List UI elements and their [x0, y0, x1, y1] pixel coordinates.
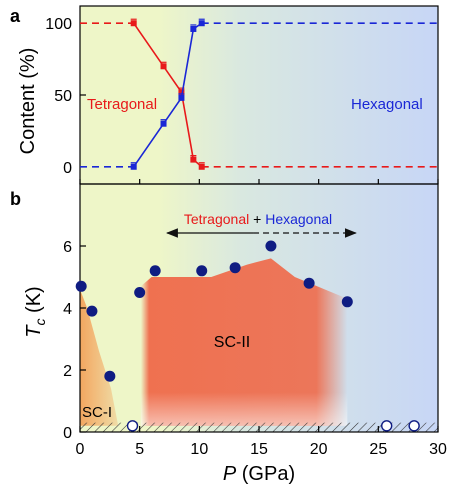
panel-b-points [75, 240, 420, 432]
data-point [190, 25, 197, 32]
tc-point-superconducting [149, 265, 161, 277]
data-point [198, 20, 205, 27]
tc-point-superconducting [86, 305, 98, 317]
xtick-label-b: 5 [135, 441, 144, 458]
region-sc2-label: SC-II [214, 334, 250, 351]
coexistence-plus: + [249, 211, 265, 227]
panel-a-series [80, 18, 438, 170]
pressure-unit: (GPa) [236, 463, 295, 485]
panel-a-ylabel: Content (%) [17, 48, 39, 155]
xtick-label-b: 20 [310, 441, 328, 458]
tc-point-superconducting [104, 370, 116, 382]
ytick-label-b: 2 [63, 363, 72, 380]
data-point [178, 89, 185, 96]
data-point [198, 163, 205, 170]
tc-symbol: T [23, 324, 45, 338]
sc1-region [80, 289, 119, 426]
xtick-label-b: 0 [76, 441, 85, 458]
panel-a-background [80, 6, 438, 184]
coexistence-tetragonal: Tetragonal [184, 211, 249, 227]
tc-unit: (K) [23, 286, 45, 318]
panel-b-xlabel: P (GPa) [223, 463, 295, 485]
tc-point-non-superconducting [126, 420, 139, 432]
tc-point-superconducting [303, 277, 315, 289]
tc-point-superconducting [134, 287, 146, 298]
coexistence-hexagonal: Hexagonal [265, 211, 332, 227]
data-point [130, 163, 137, 170]
tc-subscript: c [32, 319, 48, 326]
ytick-label-a: 50 [54, 88, 72, 105]
data-point [160, 120, 167, 127]
tc-point-superconducting [75, 280, 87, 292]
tc-point-non-superconducting [380, 420, 393, 432]
tc-point-superconducting [341, 296, 353, 308]
ytick-label-b: 6 [63, 239, 72, 256]
panel-b-axis-ticks: 0 5 10 15 20 25 30 0 2 4 6 [63, 239, 447, 458]
ytick-label-b: 0 [63, 425, 72, 442]
data-point [190, 156, 197, 163]
xtick-label-b: 15 [250, 441, 268, 458]
data-point [178, 94, 185, 101]
sc2-region-fade [140, 258, 348, 426]
pressure-symbol: P [223, 463, 237, 485]
panel-b-ylabel: Tc (K) [23, 286, 48, 337]
data-point [160, 63, 167, 70]
xtick-label-b: 25 [369, 441, 387, 458]
label-tetragonal: Tetragonal [87, 96, 157, 113]
tc-point-non-superconducting [408, 420, 420, 432]
tc-point-superconducting [229, 262, 241, 274]
tc-point-superconducting [196, 265, 208, 277]
label-hexagonal: Hexagonal [351, 96, 423, 113]
ytick-label-b: 4 [63, 301, 72, 318]
coexistence-label: Tetragonal + Hexagonal [184, 211, 332, 227]
tc-point-superconducting [265, 240, 277, 252]
panel-b-letter: b [10, 189, 21, 209]
region-sc1-label: SC-I [82, 404, 112, 421]
xtick-label-b: 30 [429, 441, 447, 458]
panel-a-letter: a [10, 6, 21, 26]
xtick-label-b: 10 [190, 441, 208, 458]
ytick-label-a: 0 [63, 160, 72, 177]
data-point [130, 20, 137, 27]
ytick-label-a: 100 [45, 16, 72, 33]
